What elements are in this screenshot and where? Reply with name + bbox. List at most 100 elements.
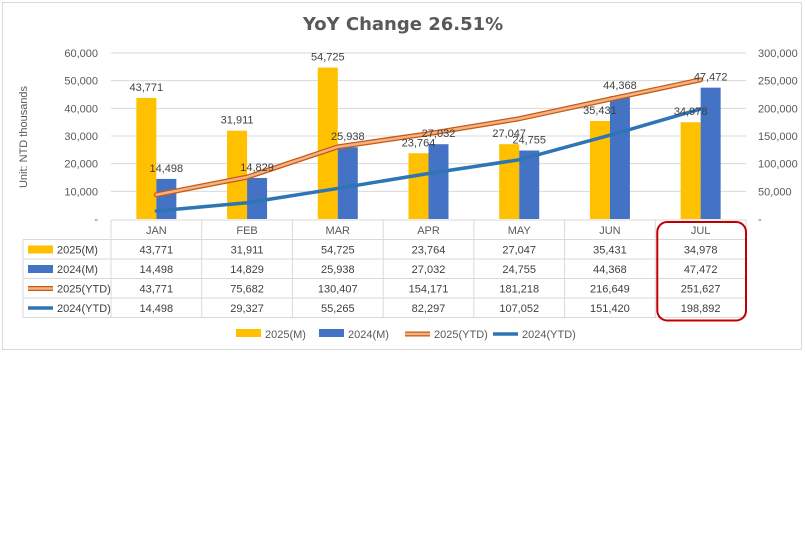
y-tick-label: 30,000 — [64, 131, 98, 143]
table-cell: 216,649 — [590, 284, 630, 296]
y2-tick-label: 200,000 — [758, 103, 798, 115]
series-name: 2025(M) — [57, 245, 98, 257]
y-axis-label: Unit: NTD thousands — [18, 85, 30, 188]
table-cell: 35,431 — [593, 245, 627, 257]
table-cell: 151,420 — [590, 303, 630, 315]
legend-key — [319, 329, 344, 337]
lines — [153, 77, 704, 213]
bar — [609, 96, 630, 219]
highlight-box — [656, 221, 747, 322]
y2-tick-label: 300,000 — [758, 48, 798, 60]
data-table: JAN FEB MAR APR MAY JUN JUL 2025(M) 43,771 31,911… — [22, 219, 747, 322]
series-name: 2024(M) — [57, 264, 98, 276]
y2-tick-label: - — [758, 214, 762, 226]
table-cell: 107,052 — [499, 303, 539, 315]
table-cell: 198,892 — [681, 303, 721, 315]
table-cell: 251,627 — [681, 284, 721, 296]
table-cell: 75,682 — [230, 284, 264, 296]
category-label: APR — [417, 225, 440, 237]
bar — [428, 144, 449, 219]
bar — [700, 87, 721, 219]
bar — [337, 147, 358, 219]
legend-label: 2024(YTD) — [522, 329, 576, 341]
chart-title: YoY Change 26.51% — [302, 14, 503, 35]
y2-tick-label: 150,000 — [758, 131, 798, 143]
chart-area: YoY Change 26.51% Unit: NTD thousands 43… — [2, 2, 802, 350]
bar — [156, 178, 177, 219]
legend: 2025(M) 2024(M) 2025(YTD) 2024(YTD) — [236, 329, 576, 341]
axes: - - 10,000 50,000 20,000 100,000 30,000 150,000… — [64, 48, 797, 226]
table-cell: 27,047 — [502, 245, 536, 257]
table-cell: 44,368 — [593, 264, 627, 276]
series-name: 2024(YTD) — [57, 303, 111, 315]
table-cell: 14,498 — [140, 303, 174, 315]
table-cell: 24,755 — [502, 264, 536, 276]
series-name: 2025(YTD) — [57, 284, 111, 296]
y2-tick-label: 250,000 — [758, 76, 798, 88]
bar — [247, 177, 268, 219]
legend-key — [28, 265, 53, 273]
legend-label: 2025(YTD) — [434, 329, 488, 341]
category-label: MAR — [326, 225, 351, 237]
table-cell: 82,297 — [412, 303, 446, 315]
bar — [589, 120, 610, 219]
table-cell: 27,032 — [412, 264, 446, 276]
bar — [519, 150, 540, 219]
data-label: 14,829 — [240, 162, 274, 174]
table-cell: 43,771 — [140, 284, 174, 296]
y-tick-label: - — [94, 214, 98, 226]
table-cell: 14,829 — [230, 264, 264, 276]
data-label: 23,764 — [402, 137, 436, 149]
data-label: 31,911 — [221, 115, 254, 127]
category-label: JUL — [691, 225, 711, 237]
y-tick-label: 60,000 — [64, 48, 98, 60]
legend-key — [28, 245, 53, 254]
table-cell: 25,938 — [321, 264, 355, 276]
bars — [136, 67, 721, 219]
legend-label: 2024(M) — [348, 329, 389, 341]
y-tick-label: 10,000 — [64, 186, 98, 198]
table-cell: 47,472 — [684, 264, 718, 276]
data-label: 14,498 — [150, 163, 184, 175]
data-label: 27,032 — [422, 128, 456, 140]
bar — [136, 97, 157, 219]
y-tick-label: 40,000 — [64, 103, 98, 115]
data-label: 47,472 — [694, 72, 728, 84]
data-label: 24,755 — [512, 135, 546, 147]
data-labels: 43,771 31,911 54,725 23,764 27,047 35,431 34,9… — [130, 52, 728, 175]
data-label: 43,771 — [130, 82, 164, 94]
table-cell: 34,978 — [684, 245, 718, 257]
table-cell: 23,764 — [412, 245, 446, 257]
legend-key — [236, 329, 261, 337]
table-cell: 54,725 — [321, 245, 355, 257]
data-label: 35,431 — [583, 105, 617, 117]
category-label: MAY — [508, 225, 532, 237]
category-label: JAN — [146, 225, 167, 237]
bar — [317, 67, 338, 219]
table-cell: 43,771 — [140, 245, 174, 257]
table-cell: 55,265 — [321, 303, 355, 315]
data-label: 25,938 — [331, 131, 365, 143]
table-cell: 181,218 — [499, 284, 539, 296]
legend-label: 2025(M) — [265, 329, 306, 341]
y-tick-label: 20,000 — [64, 159, 98, 171]
bar — [680, 122, 701, 219]
y2-tick-label: 50,000 — [758, 186, 792, 198]
data-label: 34,978 — [674, 106, 708, 118]
table-cell: 14,498 — [140, 264, 174, 276]
table-cell: 130,407 — [318, 284, 358, 296]
y2-tick-label: 100,000 — [758, 159, 798, 171]
bar — [499, 144, 520, 219]
category-label: FEB — [236, 225, 257, 237]
table-cell: 31,911 — [231, 245, 264, 257]
table-cell: 29,327 — [230, 303, 264, 315]
table-cell: 154,171 — [409, 284, 449, 296]
data-label: 27,047 — [492, 128, 526, 140]
series-line — [155, 78, 702, 197]
series-line — [154, 107, 703, 213]
y-tick-label: 50,000 — [64, 76, 98, 88]
bar — [227, 130, 248, 219]
category-label: JUN — [599, 225, 620, 237]
bar — [408, 153, 429, 219]
data-label: 54,725 — [311, 52, 345, 64]
